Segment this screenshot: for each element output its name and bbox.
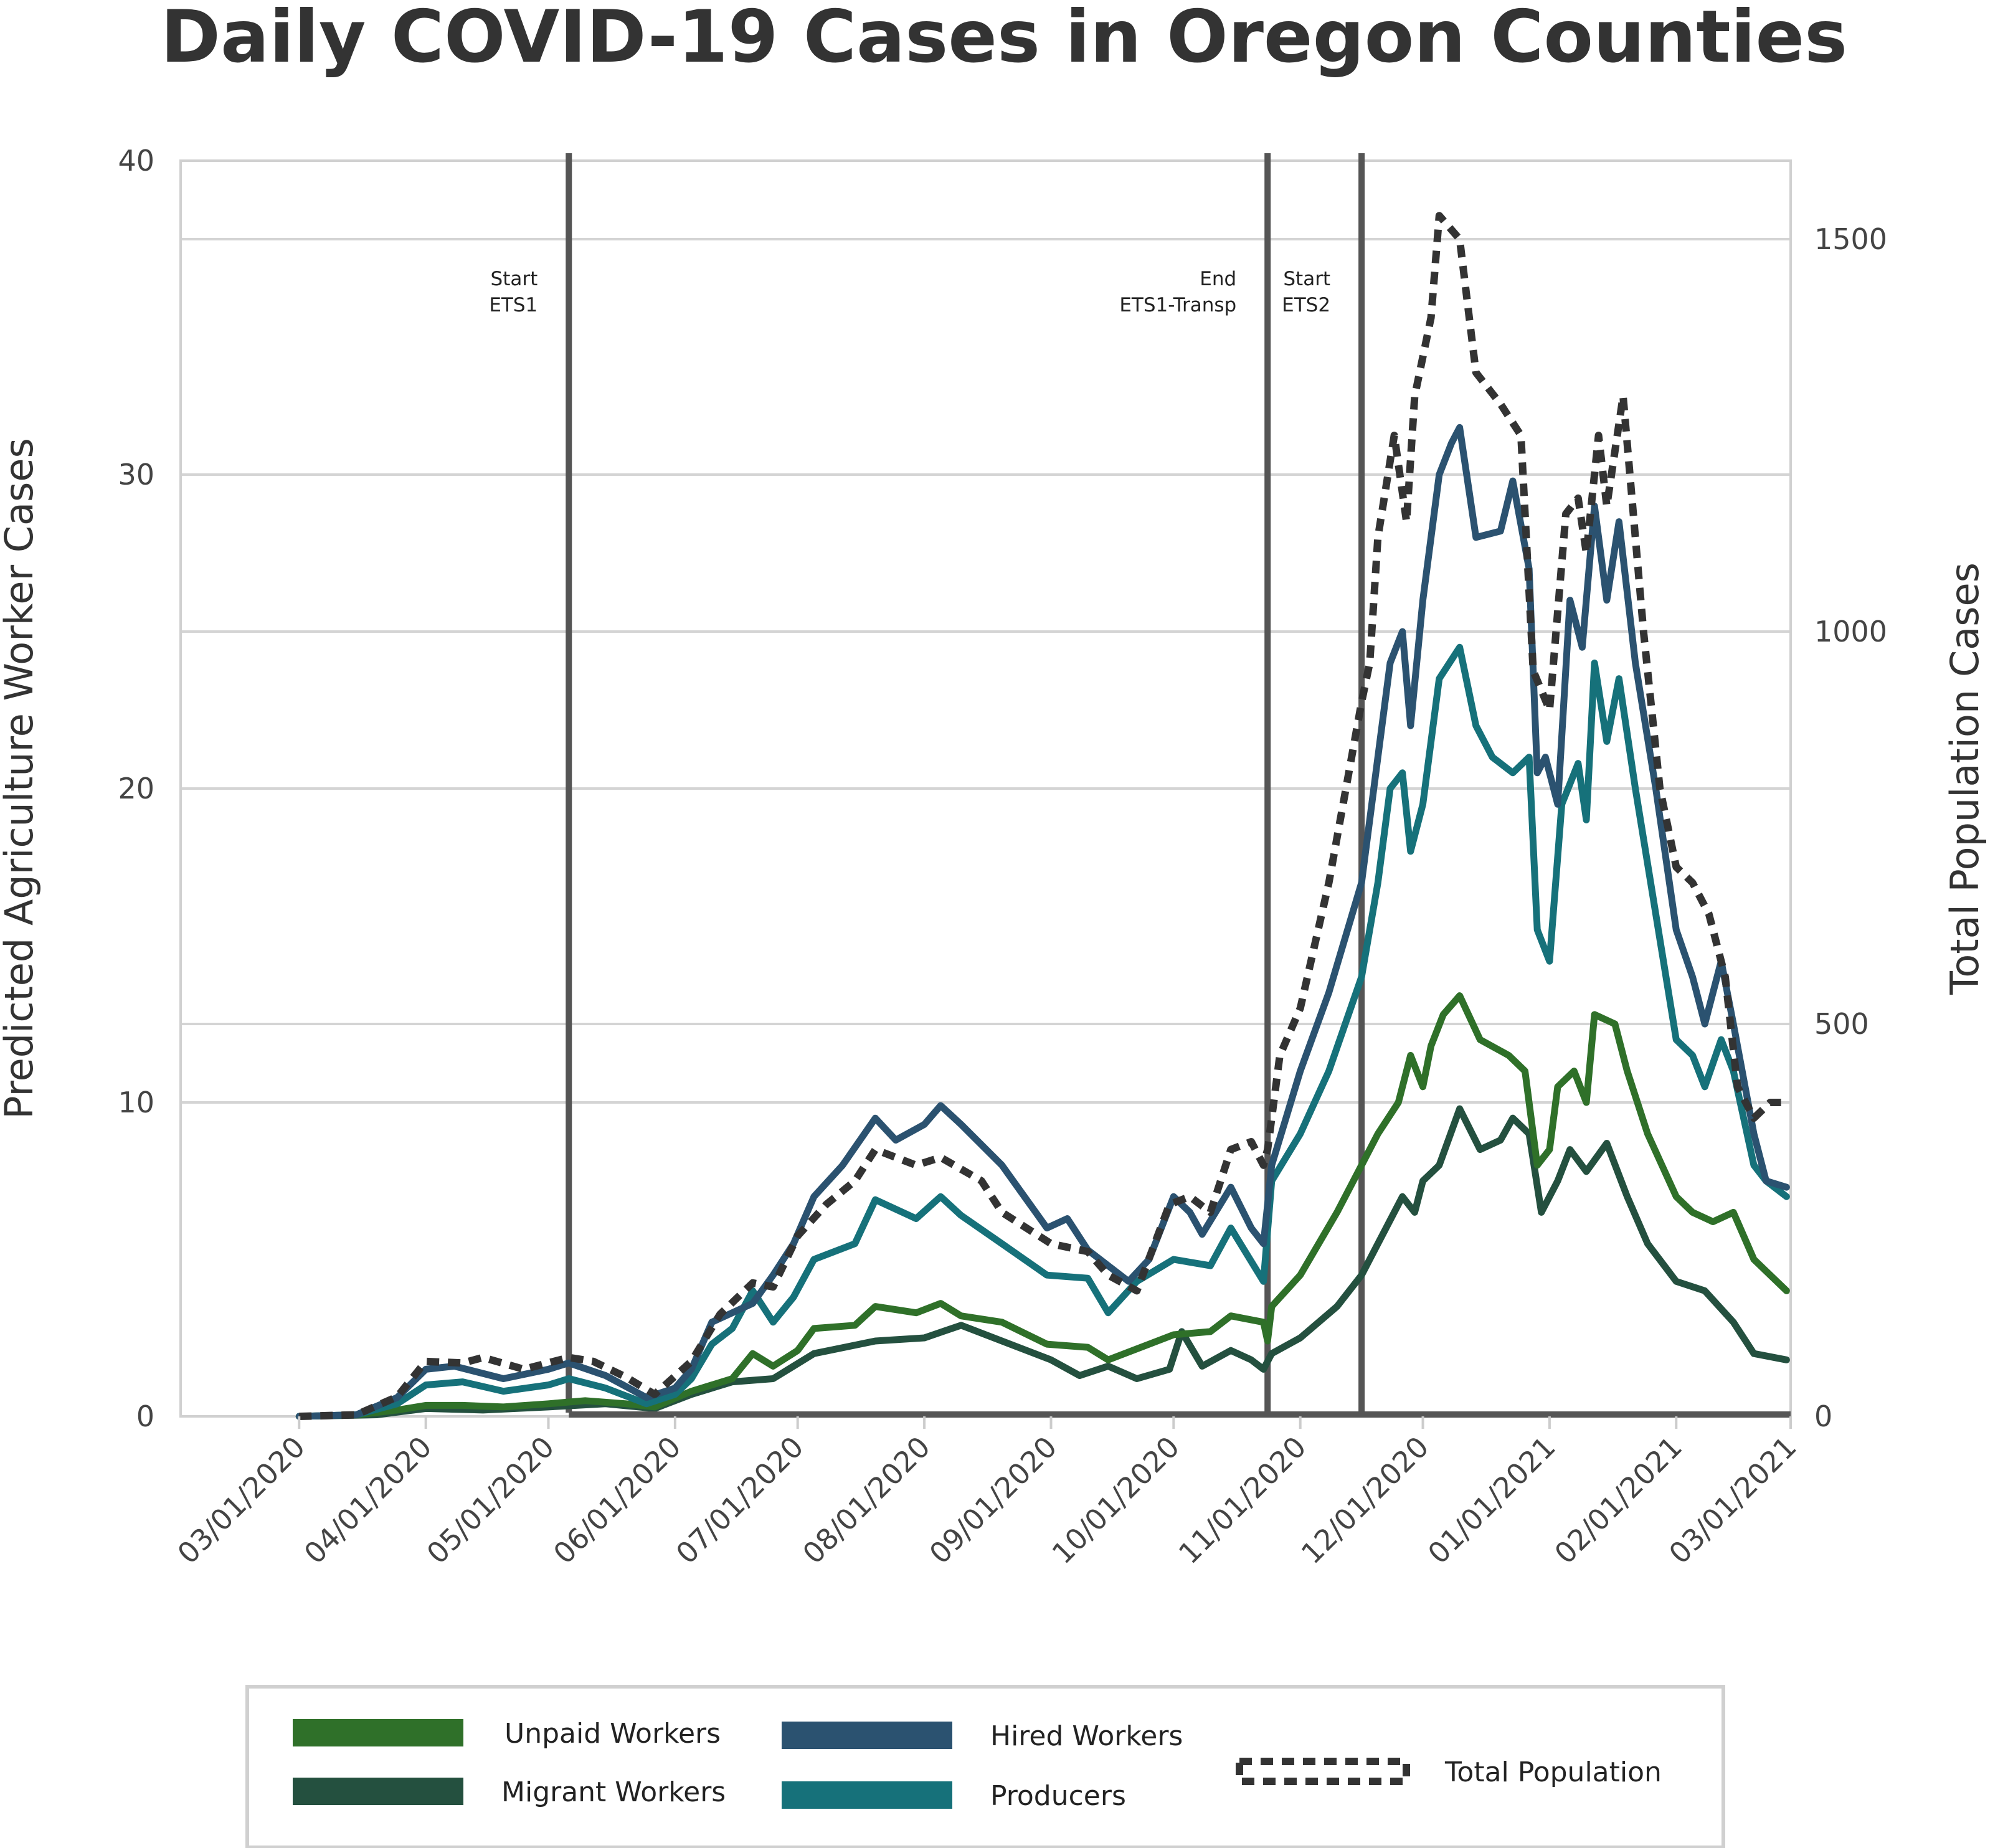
x-tick-label: 11/01/2020: [1172, 1430, 1313, 1571]
legend-swatch: [782, 1722, 952, 1749]
grid-lines: [181, 159, 1791, 1418]
annotation-label: Start: [1283, 268, 1330, 290]
right-axis-title: Total Population Cases: [1942, 562, 1987, 995]
annotation-label: ETS1-Transp: [1119, 294, 1236, 316]
x-tick-label: 07/01/2020: [670, 1430, 810, 1571]
y-tick-label: 30: [118, 458, 154, 491]
left-axis-ticks: 0 10 20 30 40: [118, 144, 154, 1433]
y-tick-label: 40: [118, 144, 154, 178]
x-tick-label: 04/01/2020: [298, 1430, 438, 1571]
right-axis-ticks: 0 500 1000 1500: [1814, 222, 1887, 1433]
x-tick-label: 03/01/2020: [171, 1430, 311, 1571]
y-tick-label: 0: [136, 1400, 154, 1433]
y2-tick-label: 1000: [1814, 615, 1887, 648]
series-line-unpaid-workers: [295, 992, 1790, 1420]
legend-label: Migrant Workers: [501, 1776, 726, 1808]
annotation-labels: Start ETS1 End ETS1-Transp Start ETS2: [489, 268, 1330, 316]
y-tick-label: 10: [118, 1086, 154, 1119]
left-axis-title: Predicted Agriculture Worker Cases: [0, 438, 42, 1119]
legend-swatch: [1236, 1758, 1410, 1785]
legend-swatch: [293, 1719, 463, 1746]
x-tick-label: 06/01/2020: [547, 1430, 688, 1571]
y2-tick-label: 0: [1814, 1400, 1832, 1433]
annotation-label: Start: [491, 268, 538, 290]
series-lines: [295, 212, 1790, 1420]
legend: Unpaid Workers Migrant Workers Hired Worke…: [245, 1685, 1725, 1848]
chart-title: Daily COVID-19 Cases in Oregon Counties: [160, 0, 1848, 79]
x-tick-label: 05/01/2020: [420, 1430, 561, 1571]
annotation-lines: [566, 153, 1365, 1413]
legend-label: Total Population: [1444, 1756, 1662, 1788]
x-tick-label: 10/01/2020: [1045, 1430, 1186, 1571]
x-tick-label: 08/01/2020: [796, 1430, 937, 1571]
legend-swatch: [293, 1778, 463, 1805]
series-line-total-population: [299, 212, 1787, 1420]
x-tick-label: 12/01/2020: [1295, 1430, 1436, 1571]
x-axis-ticks: 03/01/202004/01/202005/01/202006/01/2020…: [171, 1416, 1803, 1571]
x-tick-label: 09/01/2020: [923, 1430, 1064, 1571]
annotation-label: ETS1: [489, 294, 538, 316]
x-tick-label: 01/01/2021: [1421, 1430, 1562, 1571]
legend-label: Producers: [990, 1780, 1126, 1812]
annotation-label: End: [1200, 268, 1236, 290]
y2-tick-label: 500: [1814, 1007, 1869, 1041]
legend-swatch: [782, 1781, 952, 1809]
legend-box: [245, 1685, 1725, 1848]
legend-label: Unpaid Workers: [504, 1718, 721, 1750]
y2-tick-label: 1500: [1814, 222, 1887, 256]
annotation-label: ETS2: [1282, 294, 1330, 316]
y-tick-label: 20: [118, 772, 154, 805]
legend-label: Hired Workers: [990, 1720, 1183, 1752]
series-line-migrant-workers: [295, 1105, 1790, 1420]
